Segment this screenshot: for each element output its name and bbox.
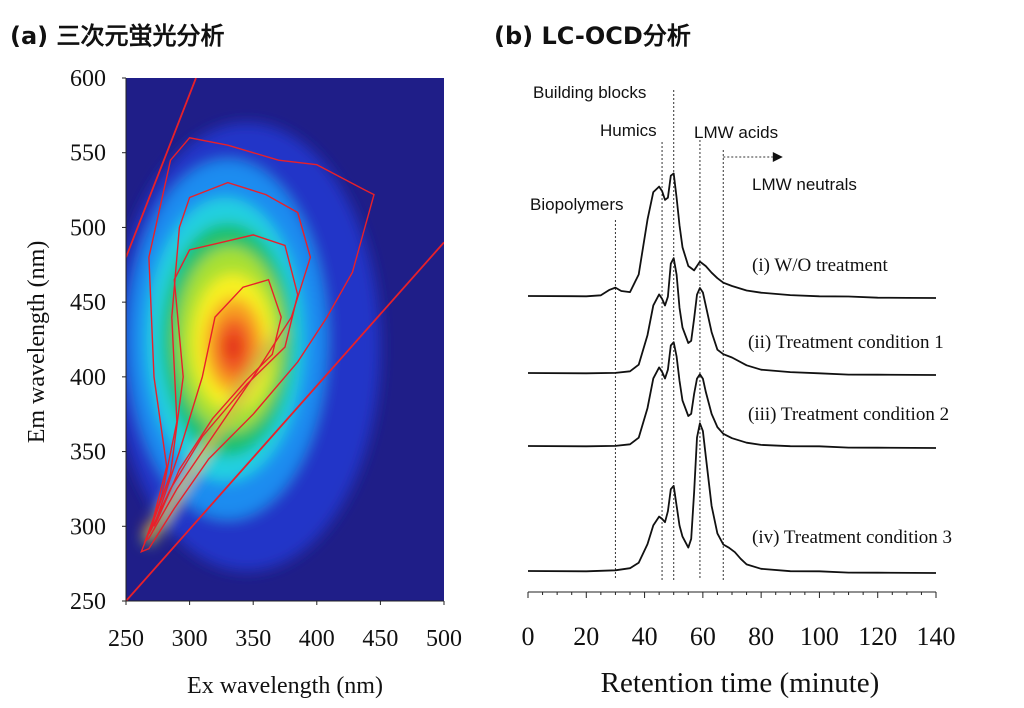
- contour-line-3: [148, 234, 299, 535]
- series-label-4: (iv) Treatment condition 3: [752, 527, 952, 548]
- fraction-label-4: LMW acids: [694, 123, 778, 142]
- x-tick-label: 80: [748, 622, 774, 651]
- chromatogram-line-3: [527, 341, 937, 449]
- series-label-3: (iii) Treatment condition 2: [748, 404, 949, 425]
- x-tick-label: 20: [573, 622, 599, 651]
- eem-heatmap-chart: 250 300 350 400 450 500 250 300 350 400 450 500 550 6…: [24, 66, 462, 699]
- scatter-boundary-line-2: [126, 241, 444, 601]
- fraction-label-2: Humics: [600, 121, 657, 140]
- y-tick-label: 450: [70, 290, 106, 316]
- x-tick-label: 140: [917, 622, 956, 651]
- series-label-2: (ii) Treatment condition 1: [748, 332, 944, 353]
- contour-line-4: [153, 278, 282, 527]
- x-tick-label: 0: [522, 622, 535, 651]
- y-tick-label: 500: [70, 215, 106, 241]
- lc-ocd-chart: Biopolymers Humics Building blocks LMW acid…: [522, 83, 956, 699]
- y-tick-label: 250: [70, 589, 106, 615]
- x-tick-label: 350: [235, 626, 271, 652]
- contour-line-2: [143, 181, 312, 544]
- lmw-neutrals-arrowhead: [772, 152, 783, 162]
- panel-b-title: (b) LC-OCD分析: [494, 22, 691, 50]
- series-label-1: (i) W/O treatment: [752, 255, 888, 276]
- fraction-label-3: Building blocks: [533, 83, 646, 102]
- heatmap-level-9: [225, 335, 241, 359]
- y-tick-label: 400: [70, 365, 106, 391]
- x-tick-label: 100: [800, 622, 839, 651]
- y-tick-label: 350: [70, 440, 106, 466]
- y-tick-label: 300: [70, 514, 106, 540]
- scatter-boundary-line-1: [126, 78, 197, 258]
- y-tick-label: 550: [70, 141, 106, 167]
- heatmap-plot-group: [126, 78, 444, 601]
- x-tick-label: 60: [690, 622, 716, 651]
- chromatogram-line-1: [527, 172, 937, 299]
- chromatogram-line-2: [527, 257, 937, 376]
- y-axis-title: Em wavelength (nm): [24, 241, 50, 444]
- contour-line-1: [140, 137, 375, 553]
- fraction-label-1: Biopolymers: [530, 195, 624, 214]
- x-tick-label: 250: [108, 626, 144, 652]
- x-axis-title: Ex wavelength (nm): [187, 673, 383, 699]
- panel-a-title: (a) 三次元蛍光分析: [10, 22, 225, 50]
- y-tick-label: 600: [70, 66, 106, 92]
- x-tick-label: 500: [426, 626, 462, 652]
- x-tick-label: 300: [172, 626, 208, 652]
- x-tick-label: 120: [858, 622, 897, 651]
- x-axis-title: Retention time (minute): [601, 667, 880, 699]
- fraction-label-5: LMW neutrals: [752, 175, 857, 194]
- x-tick-label: 400: [299, 626, 335, 652]
- chromatogram-line-4: [527, 422, 937, 574]
- x-tick-label: 40: [632, 622, 658, 651]
- x-tick-label: 450: [362, 626, 398, 652]
